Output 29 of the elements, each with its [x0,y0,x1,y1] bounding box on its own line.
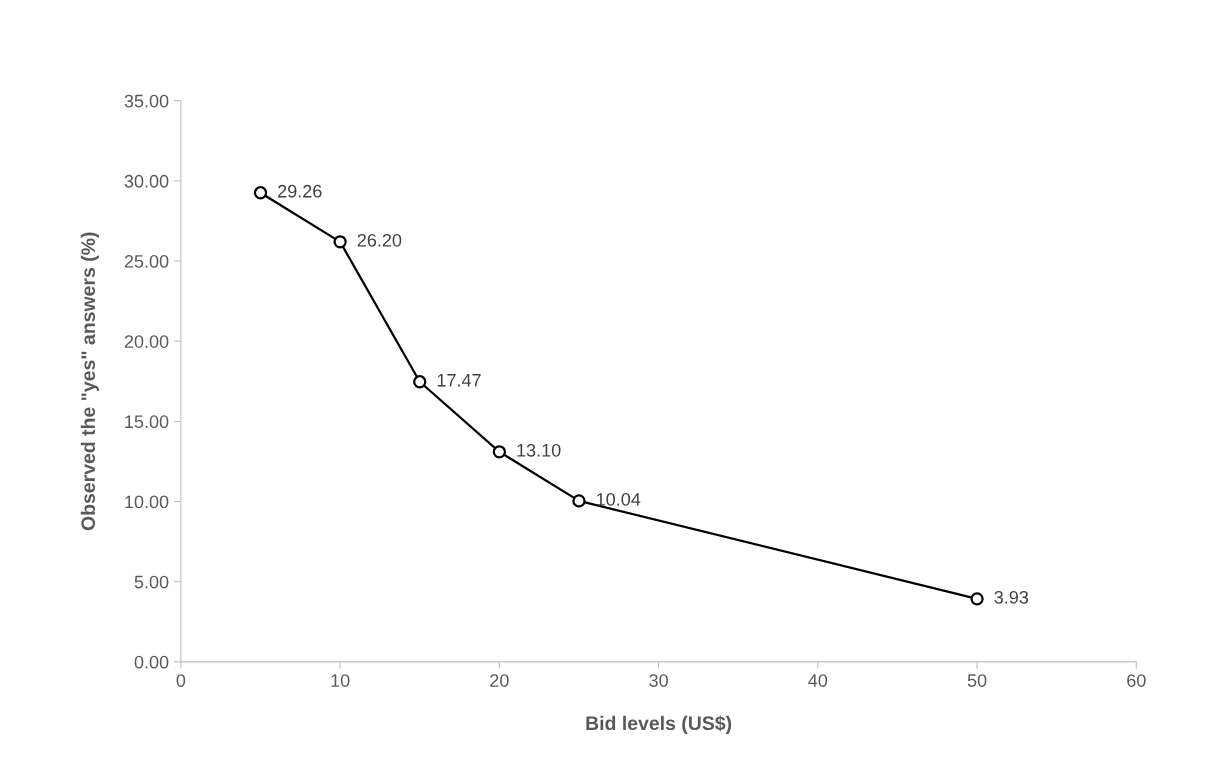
data-label: 13.10 [517,443,561,457]
x-axis-title: Bid levels (US$) [586,715,732,734]
point [413,375,427,389]
x-tick-label: 10 [331,674,350,687]
y-tick-label: 25.00 [124,255,169,268]
data-label: 17.47 [437,374,481,387]
y-tick-label: 5.00 [134,575,169,589]
x-tick-label: 40 [808,674,828,687]
data-label: 10.04 [597,492,641,506]
data-label: 3.93 [994,590,1029,604]
y-tick-label: 0.00 [134,655,169,669]
data-label: 26.20 [357,233,402,247]
point [970,592,984,606]
x-tick-label: 60 [1127,674,1146,687]
point [492,445,507,459]
x-tick-label: 30 [649,674,668,687]
y-tick-label: 15.00 [125,415,169,429]
point [572,494,586,508]
y-tick-label: 10.00 [125,495,169,509]
x-tick-label: 50 [967,674,987,687]
y-tick-label: 20.00 [124,335,169,348]
data-label: 29.26 [278,184,322,198]
point [253,186,268,200]
y-tick-label: 30.00 [124,174,169,188]
y-axis-title: Observed the "yes" answers (%) [80,232,99,531]
x-tick-label: 0 [176,674,186,687]
point [333,235,347,249]
x-tick-label: 20 [490,674,509,687]
y-tick-label: 35.00 [124,94,169,108]
